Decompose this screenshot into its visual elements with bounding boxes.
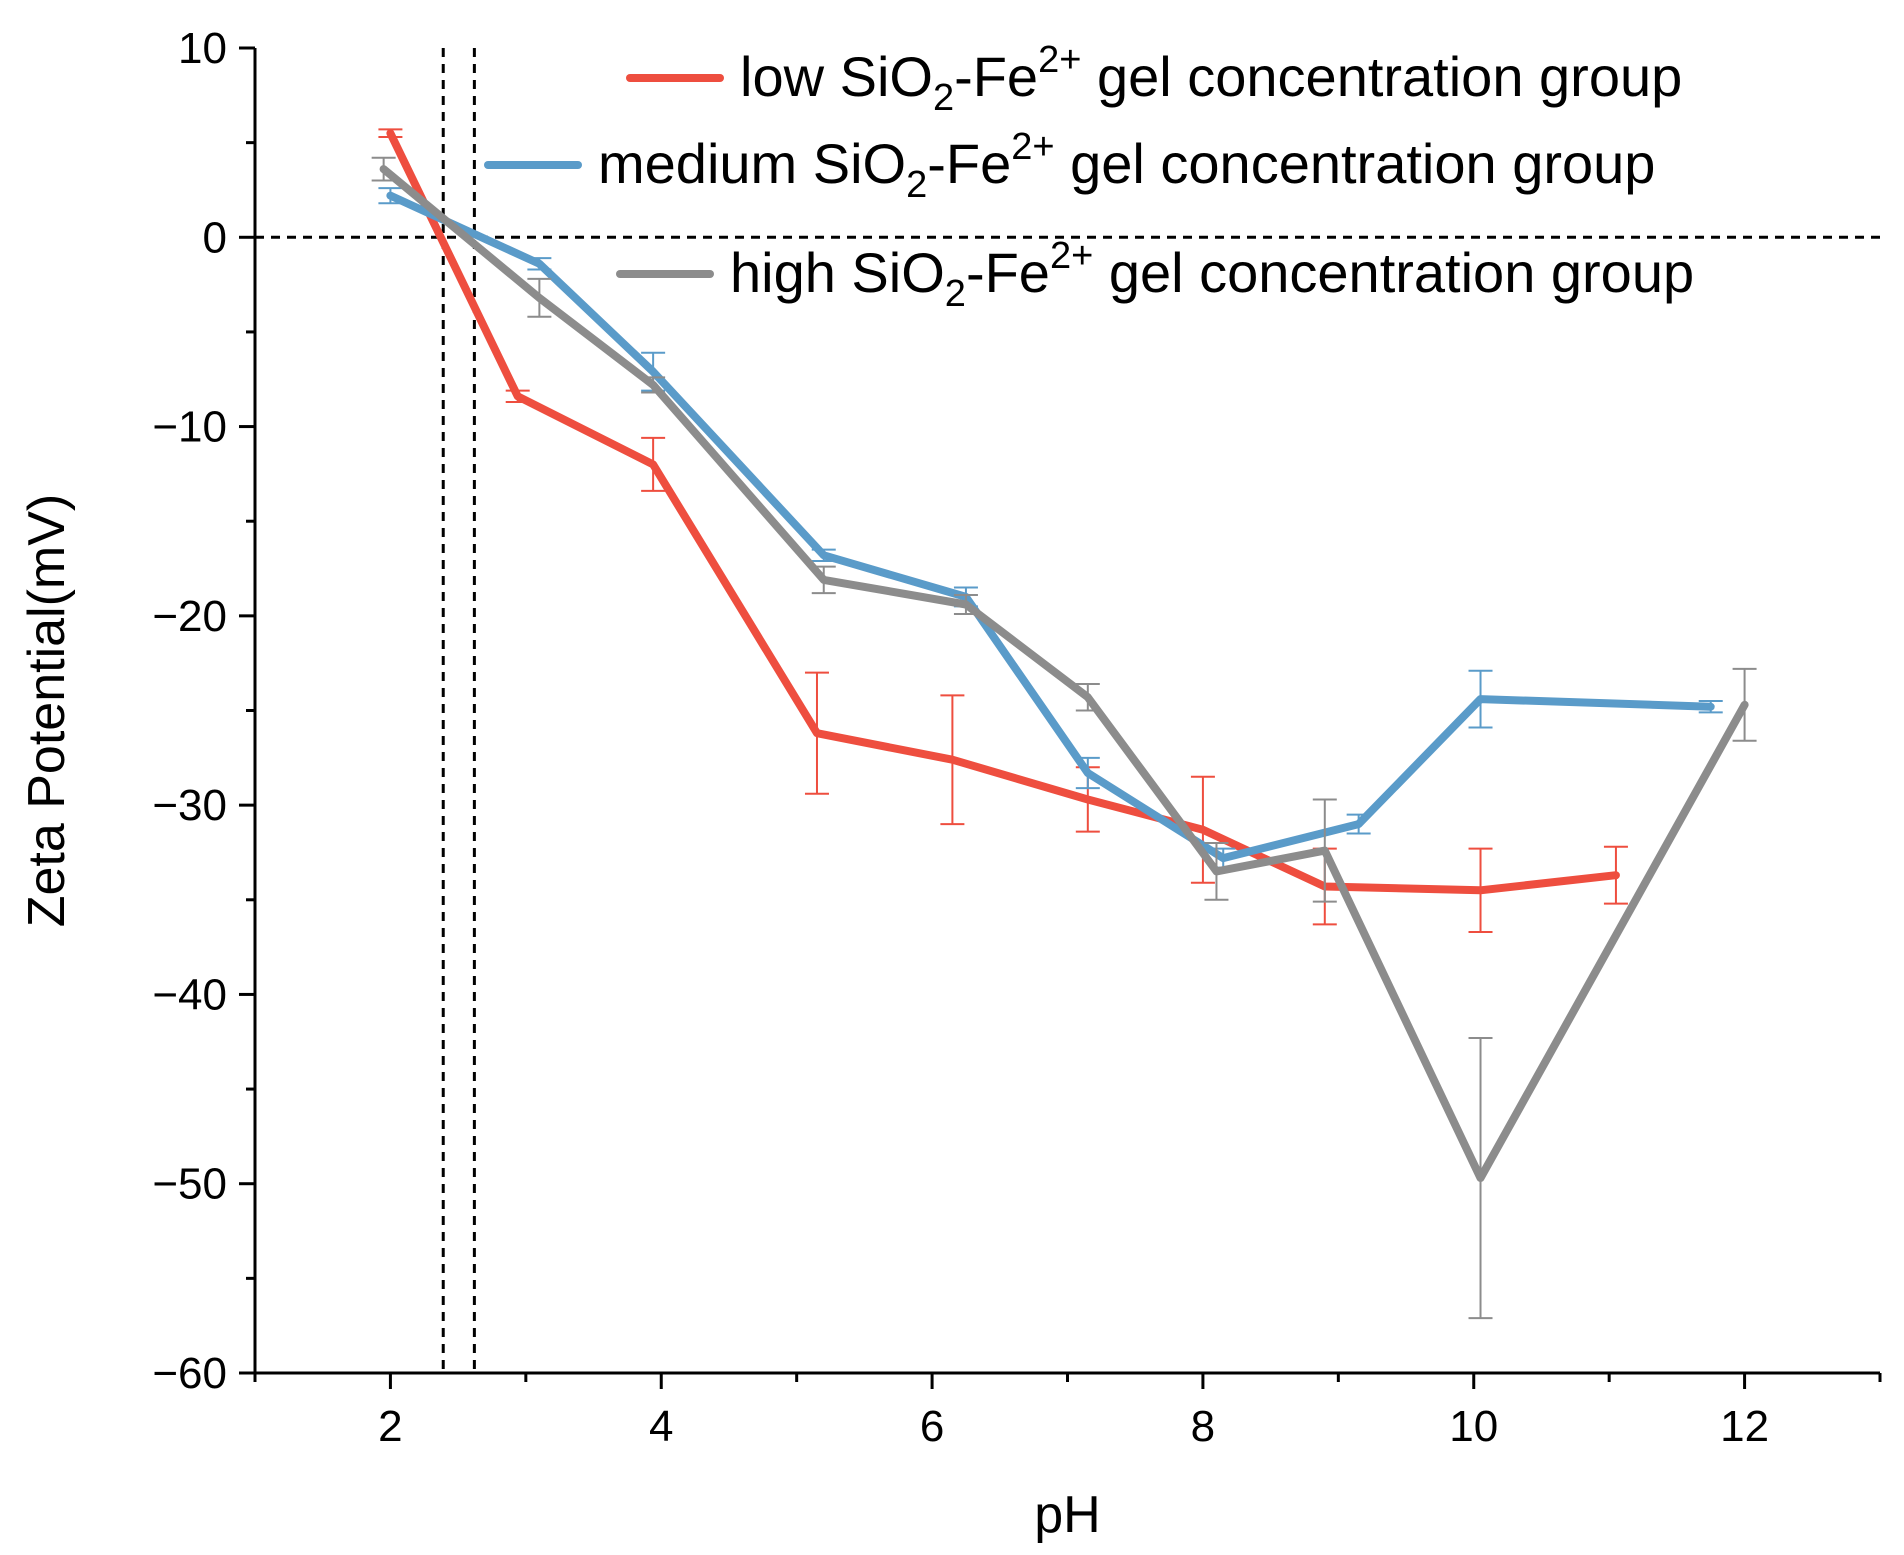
legend-label-1: low SiO2-Fe2+ gel concentration group: [740, 39, 1682, 119]
x-tick-label: 12: [1720, 1402, 1769, 1451]
x-axis-title: pH: [1034, 1486, 1100, 1544]
x-tick-label: 8: [1191, 1402, 1215, 1451]
y-tick-label: 10: [178, 24, 227, 73]
reference-lines: [255, 48, 1880, 1373]
y-tick-label: −10: [152, 403, 227, 452]
legend-label-3: high SiO2-Fe2+ gel concentration group: [730, 235, 1694, 315]
y-axis-title: Zeta Potential(mV): [18, 494, 76, 928]
y-tick-label: −50: [152, 1160, 227, 1209]
y-tick-label: −30: [152, 781, 227, 830]
legend: low SiO2-Fe2+ gel concentration groupmed…: [484, 39, 1694, 315]
x-tick-label: 2: [378, 1402, 402, 1451]
x-tick-label: 4: [649, 1402, 673, 1451]
y-tick-label: −60: [152, 1349, 227, 1398]
series-3: [371, 156, 1757, 1320]
series-line: [386, 129, 1620, 895]
series-line: [386, 191, 1715, 863]
legend-label-2: medium SiO2-Fe2+ gel concentration group: [598, 126, 1655, 206]
series-layer: [371, 128, 1757, 1320]
y-tick-label: 0: [203, 213, 227, 262]
y-tick-label: −20: [152, 592, 227, 641]
x-tick-label: 10: [1449, 1402, 1498, 1451]
series-line: [379, 165, 1749, 1182]
axes: 2 4 6 8 10 12 10 0 −10 −20 −30 −40 −50 −60: [152, 24, 1882, 1451]
y-tick-label: −40: [152, 970, 227, 1019]
x-tick-label: 6: [920, 1402, 944, 1451]
